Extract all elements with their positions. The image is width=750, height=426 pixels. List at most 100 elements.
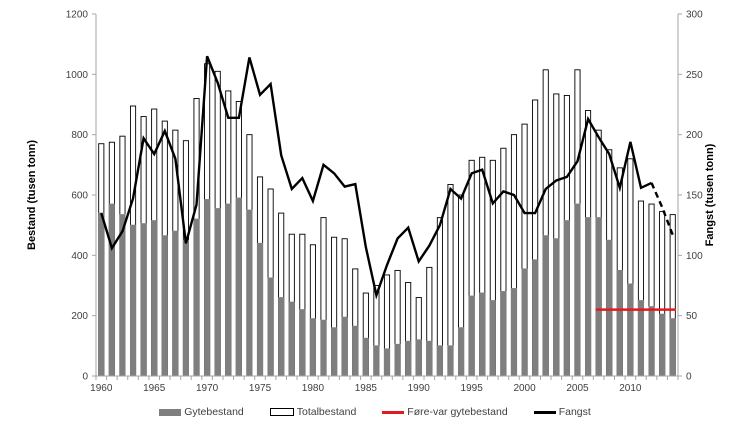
- left-tick-label: 0: [82, 372, 88, 383]
- gytebestand-bar: [394, 343, 401, 377]
- gytebestand-bar: [288, 301, 295, 377]
- bar-series-group: [98, 63, 676, 377]
- axes-group: 0 200 400 600 800 1000 1200 0 50 100 150 200 250 300 1…: [66, 10, 703, 395]
- right-tick-label: 50: [686, 311, 698, 322]
- right-tick-label: 250: [686, 70, 703, 81]
- gytebestand-bar: [648, 306, 655, 377]
- legend-item-totalbestand: Totalbestand: [269, 406, 357, 418]
- legend-label: Føre-var gytebestand: [407, 406, 508, 418]
- gytebestand-bar: [521, 268, 528, 377]
- gytebestand-bar: [563, 220, 570, 377]
- x-tick-label: 1965: [143, 383, 166, 394]
- gytebestand-bar: [585, 217, 592, 377]
- gytebestand-bar: [214, 208, 221, 377]
- right-axis-title: Fangst (tusen tonn): [704, 143, 716, 246]
- x-tick-label: 1990: [408, 383, 431, 394]
- gytebestand-bar: [151, 220, 158, 377]
- gytebestand-bar: [373, 345, 380, 377]
- gytebestand-bar: [299, 309, 306, 377]
- gytebestand-bar: [129, 224, 137, 377]
- left-tick-label: 200: [71, 311, 88, 322]
- gytebestand-bar: [108, 203, 115, 377]
- left-tick-label: 1000: [66, 70, 89, 81]
- legend-label: Gytebestand: [184, 406, 244, 418]
- red-line-swatch-icon: [382, 410, 405, 414]
- x-tick-label: 2010: [619, 383, 642, 394]
- left-axis-title: Bestand (tusen tonn): [26, 140, 38, 250]
- gytebestand-bar: [225, 203, 232, 377]
- gytebestand-bar: [436, 345, 443, 377]
- right-tick-label: 150: [686, 191, 703, 202]
- gytebestand-bar: [637, 300, 645, 377]
- x-tick-label: 1970: [196, 383, 219, 394]
- gytebestand-bar: [204, 199, 211, 377]
- gytebestand-bar: [320, 319, 327, 377]
- gytebestand-bar: [574, 203, 581, 377]
- gytebestand-bar: [161, 235, 168, 377]
- gytebestand-bar: [267, 277, 274, 377]
- gytebestand-bar: [172, 230, 179, 377]
- x-tick-label: 1995: [461, 383, 484, 394]
- gytebestand-bar: [341, 316, 348, 377]
- gytebestand-bar: [510, 288, 518, 377]
- legend-label: Totalbestand: [296, 406, 357, 418]
- left-tick-label: 1200: [66, 10, 89, 21]
- gytebestand-bar: [542, 235, 549, 377]
- legend-item-fangst: Fangst: [533, 406, 591, 418]
- gytebestand-bar: [362, 337, 369, 377]
- gytebestand-bar: [235, 197, 242, 377]
- x-tick-label: 1960: [90, 383, 113, 394]
- gytebestand-bar: [309, 318, 316, 377]
- gytebestand-bar: [659, 313, 666, 377]
- gytebestand-bar: [256, 242, 264, 377]
- left-tick-label: 800: [71, 130, 88, 141]
- right-tick-label: 100: [686, 251, 703, 262]
- gytebestand-bar: [489, 300, 496, 377]
- line-series-group: [100, 55, 676, 311]
- legend: Gytebestand Totalbestand Føre-var gytebe…: [0, 404, 750, 420]
- x-tick-label: 2000: [513, 383, 536, 394]
- x-tick-label: 1980: [302, 383, 325, 394]
- gytebestand-bar: [500, 291, 507, 377]
- gytebestand-bar: [415, 339, 422, 377]
- gray-bar-swatch-icon: [159, 408, 182, 416]
- gytebestand-bar: [405, 340, 412, 377]
- gytebestand-bar: [447, 345, 454, 377]
- gytebestand-bar: [182, 239, 189, 377]
- gytebestand-bar: [331, 327, 338, 377]
- gytebestand-bar: [246, 209, 253, 377]
- gytebestand-bar: [98, 212, 105, 377]
- gytebestand-bar: [468, 295, 475, 377]
- right-tick-label: 0: [686, 372, 692, 383]
- right-tick-label: 200: [686, 130, 703, 141]
- gytebestand-bar: [278, 297, 285, 377]
- x-tick-label: 1975: [249, 383, 272, 394]
- gytebestand-bar: [669, 318, 676, 377]
- gytebestand-bar: [479, 292, 486, 377]
- gytebestand-bar: [532, 259, 539, 377]
- fangst-line: [100, 55, 653, 300]
- x-tick-label: 1985: [355, 383, 378, 394]
- white-bar-swatch-icon: [269, 408, 294, 416]
- left-tick-label: 400: [71, 251, 88, 262]
- legend-label: Fangst: [558, 406, 591, 418]
- gytebestand-bar: [352, 325, 359, 377]
- gytebestand-bar: [383, 348, 391, 377]
- gytebestand-bar: [627, 283, 634, 377]
- gytebestand-bar: [553, 238, 560, 377]
- gytebestand-bar: [193, 218, 200, 377]
- gytebestand-bar: [119, 214, 126, 377]
- black-line-swatch-icon: [533, 410, 556, 414]
- gytebestand-bar: [458, 327, 465, 377]
- gytebestand-bar: [140, 223, 147, 377]
- legend-item-gytebestand: Gytebestand: [159, 406, 244, 418]
- legend-item-fore-var: Føre-var gytebestand: [382, 406, 508, 418]
- right-tick-label: 300: [686, 10, 703, 21]
- gytebestand-bar: [606, 239, 613, 377]
- gytebestand-bar: [616, 269, 623, 377]
- x-tick-label: 2005: [566, 383, 589, 394]
- gytebestand-bar: [595, 217, 602, 377]
- gytebestand-bar: [426, 340, 433, 377]
- left-tick-label: 600: [71, 191, 88, 202]
